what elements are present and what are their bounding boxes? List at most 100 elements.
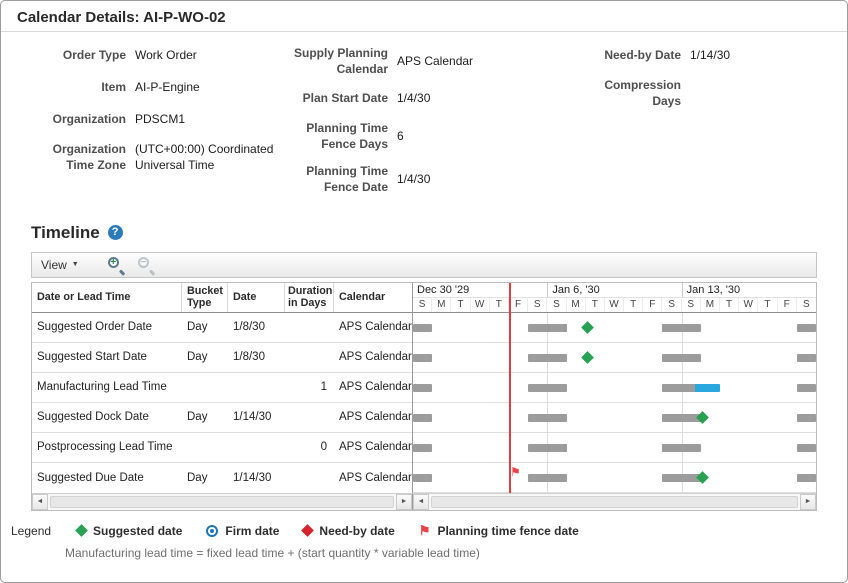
legend: Legend Suggested date Firm date Need-by … xyxy=(11,524,847,538)
header: Calendar Details: AI-P-WO-02 xyxy=(1,1,847,32)
zoom-in-glyph: + xyxy=(107,256,119,268)
nonworking-day-bar xyxy=(413,383,433,392)
gantt-week-label: Jan 6, '30 xyxy=(547,282,681,297)
gantt-day-letter: S xyxy=(413,297,433,312)
planning-fence-line xyxy=(508,282,511,493)
nonworking-day-bar xyxy=(413,413,433,422)
zoom-in-icon[interactable]: + xyxy=(107,256,126,276)
timeline-grid: Date or Lead Time Bucket Type Date Durat… xyxy=(31,281,817,511)
column-header-date-or-lead-time[interactable]: Date or Lead Time xyxy=(32,282,182,312)
column-header-date[interactable]: Date xyxy=(228,282,285,312)
table-row[interactable]: Suggested Dock Date Day 1/14/30 APS Cale… xyxy=(32,402,412,433)
field-value: 6 xyxy=(397,128,404,143)
scrollbar-track[interactable] xyxy=(48,493,396,510)
week-separator-line xyxy=(547,312,549,493)
table-row[interactable]: Postprocessing Lead Time 0 APS Calendar xyxy=(32,432,412,463)
view-menu-label: View xyxy=(41,257,67,272)
cell-date-or-lead-time: Suggested Due Date xyxy=(37,471,144,484)
gantt-row xyxy=(413,343,816,373)
gantt-row xyxy=(413,373,816,403)
nonworking-day-bar xyxy=(528,413,567,422)
field-label: Organization xyxy=(52,112,126,127)
table-row[interactable]: Suggested Start Date Day 1/8/30 APS Cale… xyxy=(32,342,412,373)
nonworking-day-bar xyxy=(662,473,701,482)
duration-bar xyxy=(695,383,721,392)
timeline-table: Date or Lead Time Bucket Type Date Durat… xyxy=(32,282,413,493)
nonworking-day-bar xyxy=(413,443,433,452)
cell-date-or-lead-time: Manufacturing Lead Time xyxy=(37,381,167,394)
gantt-row xyxy=(413,433,816,463)
field-label: Supply Planning Calendar xyxy=(293,46,388,76)
field-value: AI-P-Engine xyxy=(135,80,200,95)
help-icon[interactable]: ? xyxy=(107,225,123,241)
chevron-down-icon: ▼ xyxy=(71,261,79,269)
zoom-out-glyph: − xyxy=(137,256,149,268)
scroll-left-button[interactable]: ◄ xyxy=(413,493,429,510)
page-title: Calendar Details: AI-P-WO-02 xyxy=(17,9,226,26)
field-label: Item xyxy=(101,80,126,95)
lead-time-formula-note: Manufacturing lead time = fixed lead tim… xyxy=(65,545,480,560)
firm-date-icon xyxy=(206,524,219,537)
legend-item: Suggested date xyxy=(75,524,182,538)
gantt-day-letter: F xyxy=(778,297,797,312)
scroll-right-button[interactable]: ► xyxy=(800,493,816,510)
gantt-row: ⚑ xyxy=(413,463,816,493)
cell-duration: 1 xyxy=(320,381,327,394)
table-row[interactable]: Suggested Order Date Day 1/8/30 APS Cale… xyxy=(32,312,412,343)
column-header-calendar[interactable]: Calendar xyxy=(339,290,386,303)
scrollbar-thumb[interactable] xyxy=(431,495,798,508)
legend-item-label: Planning time fence date xyxy=(437,523,579,538)
cell-date-or-lead-time: Postprocessing Lead Time xyxy=(37,441,173,454)
scroll-right-button[interactable]: ► xyxy=(396,493,412,510)
field-value: PDSCM1 xyxy=(135,112,186,127)
gantt-week-label: Dec 30 '29 xyxy=(417,283,470,296)
gantt-day-letter: F xyxy=(643,297,663,312)
column-header-bucket-type[interactable]: Bucket Type xyxy=(182,282,228,312)
gantt-day-letter: T xyxy=(586,297,605,312)
nonworking-day-bar xyxy=(528,353,567,362)
nonworking-day-bar xyxy=(662,443,701,452)
table-row[interactable]: Suggested Due Date Day 1/14/30 APS Calen… xyxy=(32,462,412,493)
scroll-left-button[interactable]: ◄ xyxy=(32,493,48,510)
legend-item-label: Firm date xyxy=(225,523,280,538)
scrollbar-thumb[interactable] xyxy=(50,495,394,508)
cell-date xyxy=(228,433,285,462)
gantt-week-label: Jan 13, '30 xyxy=(681,282,816,297)
scrollbar-track[interactable] xyxy=(429,493,800,510)
magnifier-handle xyxy=(118,269,126,276)
nonworking-day-bar xyxy=(796,353,816,362)
view-menu-button[interactable]: View ▼ xyxy=(41,258,79,272)
cell-duration: 0 xyxy=(320,441,327,454)
nonworking-day-bar xyxy=(413,323,433,332)
gantt-row xyxy=(413,313,816,343)
cell-calendar: APS Calendar xyxy=(339,351,412,364)
timeline-toolbar: View ▼ + − xyxy=(31,251,817,278)
table-row[interactable]: Manufacturing Lead Time 1 APS Calendar xyxy=(32,372,412,403)
week-separator-line xyxy=(681,312,683,493)
cell-duration xyxy=(285,463,334,493)
cell-duration xyxy=(285,343,334,372)
field-label: Planning Time Fence Days xyxy=(306,121,388,151)
gantt-row xyxy=(413,403,816,433)
nonworking-day-bar xyxy=(528,383,567,392)
cell-date: 1/14/30 xyxy=(233,471,272,484)
table-horizontal-scrollbar[interactable]: ◄ ► xyxy=(32,493,413,510)
column-header-duration-in-days[interactable]: Duration in Days xyxy=(285,282,334,312)
nonworking-day-bar xyxy=(413,473,433,482)
field-label: Need-by Date xyxy=(604,48,681,63)
nonworking-day-bar xyxy=(796,323,816,332)
timeline-heading: Timeline xyxy=(31,222,100,242)
nonworking-day-bar xyxy=(796,473,816,482)
cell-bucket-type: Day xyxy=(187,351,208,364)
nonworking-day-bar xyxy=(662,383,701,392)
field-value: 1/4/30 xyxy=(397,172,431,187)
nonworking-day-bar xyxy=(796,443,816,452)
cell-date xyxy=(228,373,285,402)
cell-duration xyxy=(285,313,334,342)
field-value: (UTC+00:00) Coordinated Universal Time xyxy=(135,142,274,172)
chart-horizontal-scrollbar[interactable]: ◄ ► xyxy=(413,493,816,510)
field-value: Work Order xyxy=(135,48,197,63)
